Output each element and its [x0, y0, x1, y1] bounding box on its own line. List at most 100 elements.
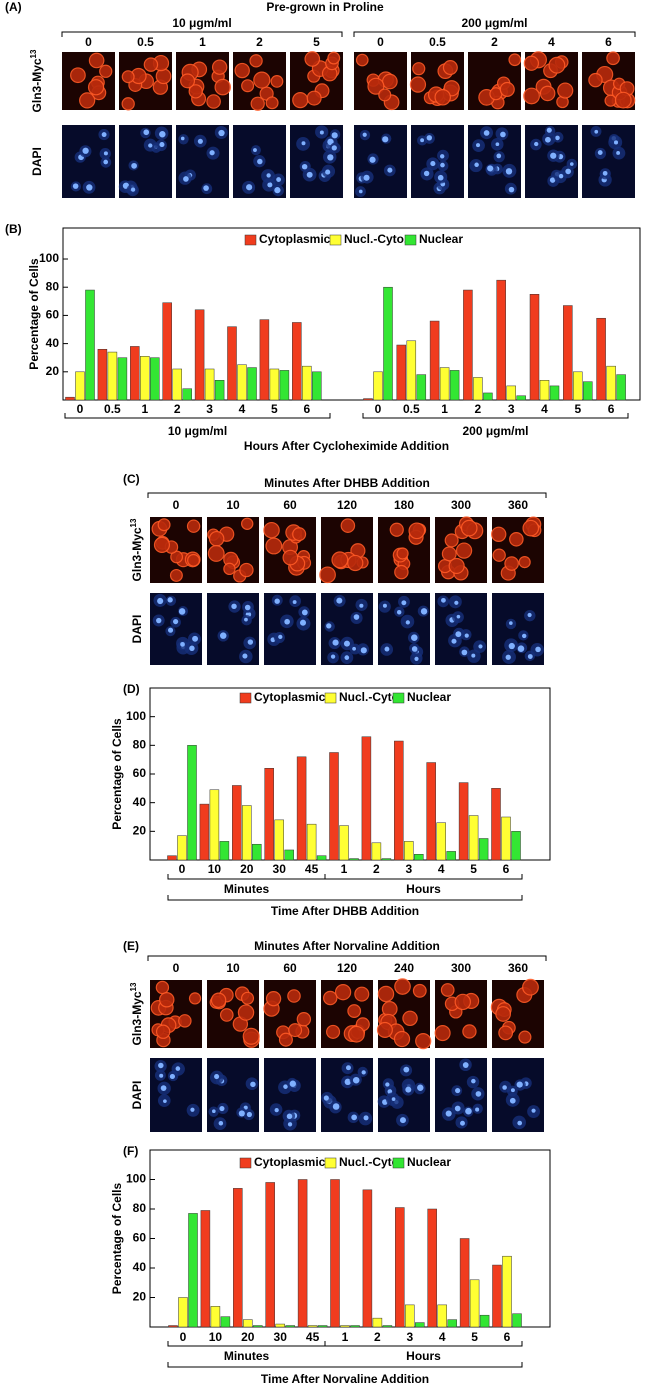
nucleus: [169, 1073, 176, 1080]
cell: [265, 537, 283, 555]
bar: [511, 831, 521, 861]
nucleus: [405, 1086, 412, 1093]
time-label: 60: [283, 498, 297, 512]
cell: [319, 566, 336, 584]
nucleus: [192, 635, 199, 642]
bar: [427, 1208, 437, 1328]
cell: [340, 518, 356, 533]
bar: [396, 344, 407, 401]
bracket: [362, 413, 629, 419]
nucleus: [602, 170, 608, 176]
micrograph: [321, 980, 373, 1048]
cell: [448, 557, 465, 575]
cell: [396, 547, 409, 560]
cell: [282, 549, 299, 566]
time-label: 4: [548, 35, 555, 49]
legend-label: Cytoplasmic: [254, 690, 326, 704]
bar: [539, 380, 550, 401]
bar: [394, 740, 404, 861]
cell: [523, 87, 540, 105]
nucleus: [437, 174, 444, 181]
nucleus: [414, 656, 419, 661]
bar: [242, 805, 252, 861]
bar: [199, 803, 210, 861]
cell: [278, 1032, 293, 1047]
nucleus: [527, 654, 533, 659]
cell: [206, 94, 221, 109]
nucleus: [246, 1111, 253, 1118]
bar: [75, 371, 85, 401]
cell: [394, 564, 409, 580]
bar: [275, 1323, 285, 1328]
nucleus: [246, 184, 253, 191]
bar: [363, 398, 373, 401]
cell: [292, 92, 309, 109]
nucleus: [531, 1108, 536, 1113]
bar: [371, 842, 382, 861]
micrograph: [176, 125, 229, 198]
nucleus: [103, 151, 108, 156]
bar: [496, 279, 506, 401]
nucleus: [344, 655, 350, 660]
bar: [426, 762, 436, 861]
nucleus: [534, 141, 539, 147]
cell: [462, 1024, 477, 1039]
nucleus: [387, 167, 393, 173]
micrograph: [150, 517, 202, 583]
time-label: 360: [508, 498, 528, 512]
cell: [208, 530, 225, 547]
cell: [604, 94, 617, 107]
cell: [444, 533, 459, 548]
y-tick-label: 40: [46, 336, 60, 350]
cell: [292, 527, 307, 542]
nucleus: [616, 151, 621, 155]
bar: [502, 1255, 512, 1328]
micrograph: [492, 1058, 544, 1132]
nucleus: [464, 633, 469, 638]
cell: [265, 96, 279, 110]
cell: [492, 548, 506, 562]
nucleus: [509, 621, 513, 625]
nucleus: [565, 168, 571, 175]
nucleus: [301, 609, 308, 616]
bar: [306, 823, 317, 861]
legend-swatch: [239, 1157, 252, 1169]
bar: [178, 1297, 188, 1328]
legend-swatch: [244, 234, 257, 246]
nucleus: [399, 1117, 406, 1124]
micrograph: [176, 52, 232, 110]
panel-label: (D): [123, 682, 140, 696]
legend-label: Nuclear: [407, 1155, 451, 1169]
cell: [242, 1027, 260, 1045]
bracket: [324, 874, 523, 880]
nucleus: [143, 129, 150, 136]
nucleus: [180, 641, 185, 647]
y-tick-label: 20: [46, 364, 60, 378]
nucleus: [351, 1114, 357, 1121]
bar: [463, 289, 473, 401]
row-label: DAPI: [30, 147, 44, 176]
nucleus: [175, 1066, 181, 1071]
cell: [440, 983, 455, 997]
cell: [237, 1004, 255, 1021]
panel-label: (F): [123, 1144, 138, 1158]
x-tick-label: 5: [471, 1330, 478, 1344]
y-axis-label: Percentage of Cells: [110, 718, 124, 830]
nucleus: [597, 150, 603, 155]
nucleus: [323, 1095, 329, 1101]
bar: [210, 1306, 221, 1328]
micrograph: [490, 978, 544, 1048]
nucleus: [500, 131, 506, 138]
row-label-text: DAPI: [130, 1081, 144, 1110]
nucleus: [278, 634, 283, 640]
nucleus: [219, 632, 227, 639]
nucleus: [363, 1115, 369, 1121]
nucleus: [189, 645, 195, 651]
cell: [588, 72, 603, 88]
legend-label: Nucl.-Cyto.: [339, 1155, 402, 1169]
bar: [162, 302, 172, 401]
bar: [264, 768, 274, 861]
x-axis-label: Time After DHBB Addition: [271, 904, 419, 918]
cell: [539, 85, 556, 102]
bar: [447, 1319, 457, 1328]
